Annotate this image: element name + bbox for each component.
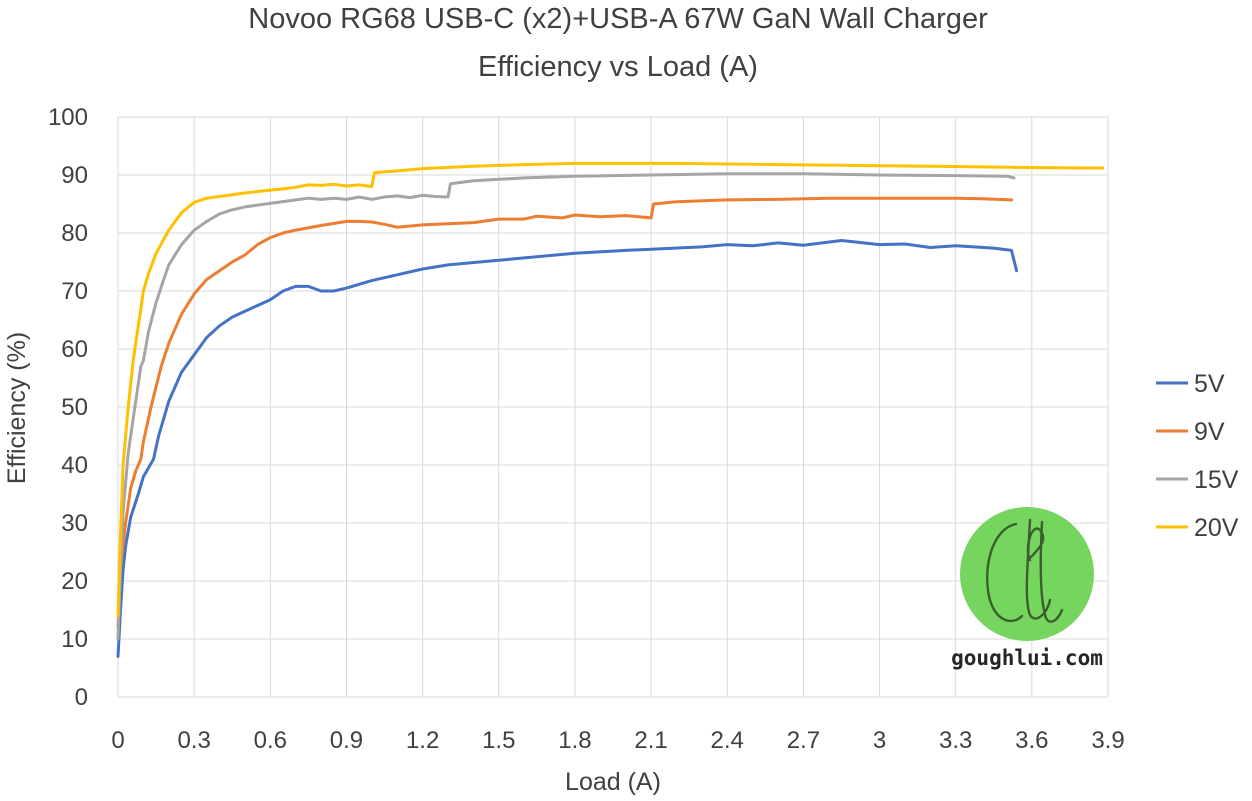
x-tick-label: 2.4	[711, 727, 744, 754]
y-tick-labels: 0 10 20 30 40 50 60 70 80 90 100	[48, 104, 88, 711]
series-layer	[116, 161, 1105, 658]
y-tick-label: 10	[61, 626, 88, 653]
x-tick-label: 2.7	[787, 727, 820, 754]
y-tick-label: 80	[61, 220, 88, 247]
x-tick-label: 3.6	[1015, 727, 1048, 754]
x-tick-label: 0.3	[177, 727, 210, 754]
x-tick-label: 0	[111, 727, 124, 754]
chart-subtitle: Efficiency vs Load (A)	[478, 51, 758, 83]
chart-legend: 5V 9V 15V 20V	[1156, 370, 1239, 542]
legend-label: 9V	[1194, 418, 1225, 446]
y-tick-label: 40	[61, 452, 88, 479]
legend-label: 5V	[1194, 370, 1225, 398]
chart-title: Novoo RG68 USB-C (x2)+USB-A 67W GaN Wall…	[248, 3, 988, 35]
x-tick-label: 1.2	[406, 727, 439, 754]
series-line-5v	[116, 239, 1019, 658]
y-axis-label: Efficiency (%)	[3, 332, 31, 484]
legend-item-5v: 5V	[1156, 370, 1225, 398]
series-line-15v	[116, 172, 1016, 641]
watermark-text: goughlui.com	[951, 646, 1103, 670]
series-line-20v	[116, 161, 1105, 618]
legend-item-9v: 9V	[1156, 418, 1225, 446]
legend-item-20v: 20V	[1156, 514, 1239, 542]
legend-item-15v: 15V	[1156, 466, 1239, 494]
y-tick-label: 0	[75, 684, 88, 711]
x-tick-label: 0.9	[330, 727, 363, 754]
x-tick-label: 2.1	[634, 727, 667, 754]
y-tick-label: 20	[61, 568, 88, 595]
x-tick-label: 3.9	[1091, 727, 1124, 754]
x-tick-label: 1.8	[558, 727, 591, 754]
series-line-9v	[116, 196, 1013, 629]
y-tick-label: 30	[61, 510, 88, 537]
x-tick-label: 0.6	[254, 727, 287, 754]
x-tick-label: 3.3	[939, 727, 972, 754]
logo-monogram	[986, 518, 1064, 623]
x-tick-label: 3	[873, 727, 886, 754]
x-tick-label: 1.5	[482, 727, 515, 754]
x-tick-labels: 0 0.3 0.6 0.9 1.2 1.5 1.8 2.1 2.4 2.7 3 3.3 3.6 3.9	[111, 727, 1124, 754]
y-tick-label: 100	[48, 104, 88, 131]
legend-label: 15V	[1194, 466, 1239, 494]
y-tick-label: 70	[61, 278, 88, 305]
x-axis-label: Load (A)	[565, 768, 661, 796]
watermark-logo: goughlui.com	[951, 507, 1103, 670]
y-tick-label: 50	[61, 394, 88, 421]
legend-label: 20V	[1194, 514, 1239, 542]
y-tick-label: 60	[61, 336, 88, 363]
y-tick-label: 90	[61, 162, 88, 189]
